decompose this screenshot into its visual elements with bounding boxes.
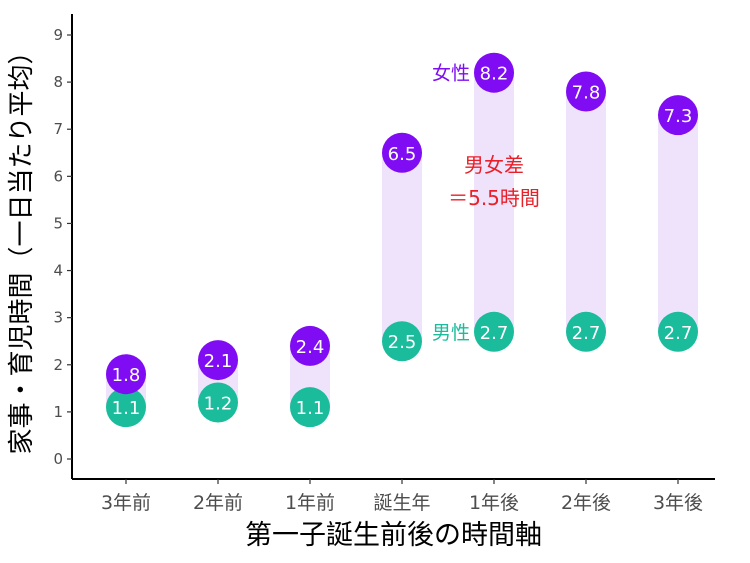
female-value-label: 2.1 <box>204 351 233 372</box>
x-tick-label: 3年前 <box>101 492 151 514</box>
points: 1.1 1.2 1.1 2.5 2.7 2.7 2.7 1.8 2.1 2.4 6.5 8.2 7.8 7… <box>106 52 698 428</box>
female-value-label: 1.8 <box>112 365 141 386</box>
female-point <box>474 52 514 93</box>
y-tick-label: 3 <box>53 309 63 327</box>
female-value-label: 2.4 <box>296 337 325 358</box>
gender-gap-bar <box>474 72 514 332</box>
y-tick-label: 4 <box>53 262 63 280</box>
y-tick-label: 5 <box>53 214 63 232</box>
female-series-label: 女性 <box>432 63 470 85</box>
male-point <box>474 311 514 352</box>
x-tick-label: 2年後 <box>561 492 611 514</box>
male-series-label: 男性 <box>432 322 470 344</box>
gender-gap-bar <box>658 115 698 332</box>
male-value-label: 1.1 <box>296 398 325 419</box>
y-tick-label: 7 <box>53 120 63 138</box>
male-value-label: 2.7 <box>572 323 601 344</box>
axes <box>71 14 715 480</box>
male-point <box>290 387 330 428</box>
female-value-label: 7.8 <box>572 83 601 104</box>
male-value-label: 2.7 <box>480 323 509 344</box>
y-tick-label: 6 <box>53 167 63 185</box>
female-value-label: 8.2 <box>480 64 509 85</box>
male-point <box>198 382 238 423</box>
y-tick-label: 9 <box>53 26 63 44</box>
male-point <box>106 387 146 428</box>
x-axis-title: 第一子誕生前後の時間軸 <box>245 520 542 551</box>
x-tick-label: 1年後 <box>469 492 519 514</box>
gender-gap-value: ＝5.5時間 <box>448 186 540 210</box>
male-value-label: 2.7 <box>664 323 693 344</box>
y-tick-label: 2 <box>53 356 63 374</box>
x-tick-label: 2年前 <box>193 492 243 514</box>
x-ticks: 3年前 2年前 1年前 誕生年 1年後 2年後 3年後 <box>101 479 703 514</box>
female-point <box>290 325 330 366</box>
female-point <box>382 132 422 173</box>
gender-gap-bar <box>566 91 606 332</box>
annotations: 女性 男性 男女差 ＝5.5時間 <box>432 63 540 344</box>
x-tick-label: 3年後 <box>653 492 703 514</box>
gender-gap-label: 男女差 <box>464 153 524 177</box>
y-tick-label: 0 <box>53 450 63 468</box>
y-ticks: 0 1 2 3 4 5 6 7 8 9 <box>53 26 72 468</box>
gender-gap-bar <box>382 152 422 342</box>
female-point <box>566 71 606 112</box>
y-tick-label: 8 <box>53 73 63 91</box>
y-axis-title: 家事・育児時間（一日当たり平均） <box>7 38 37 454</box>
female-point <box>106 354 146 395</box>
male-point <box>382 321 422 362</box>
male-value-label: 1.1 <box>112 398 141 419</box>
female-value-label: 7.3 <box>664 106 693 127</box>
y-tick-label: 1 <box>53 403 63 421</box>
x-tick-label: 1年前 <box>285 492 335 514</box>
male-value-label: 2.5 <box>388 332 417 353</box>
female-point <box>198 340 238 381</box>
male-point <box>658 311 698 352</box>
female-point <box>658 95 698 136</box>
female-value-label: 6.5 <box>388 144 417 165</box>
male-value-label: 1.2 <box>204 393 233 414</box>
male-point <box>566 311 606 352</box>
x-tick-label: 誕生年 <box>373 492 430 514</box>
